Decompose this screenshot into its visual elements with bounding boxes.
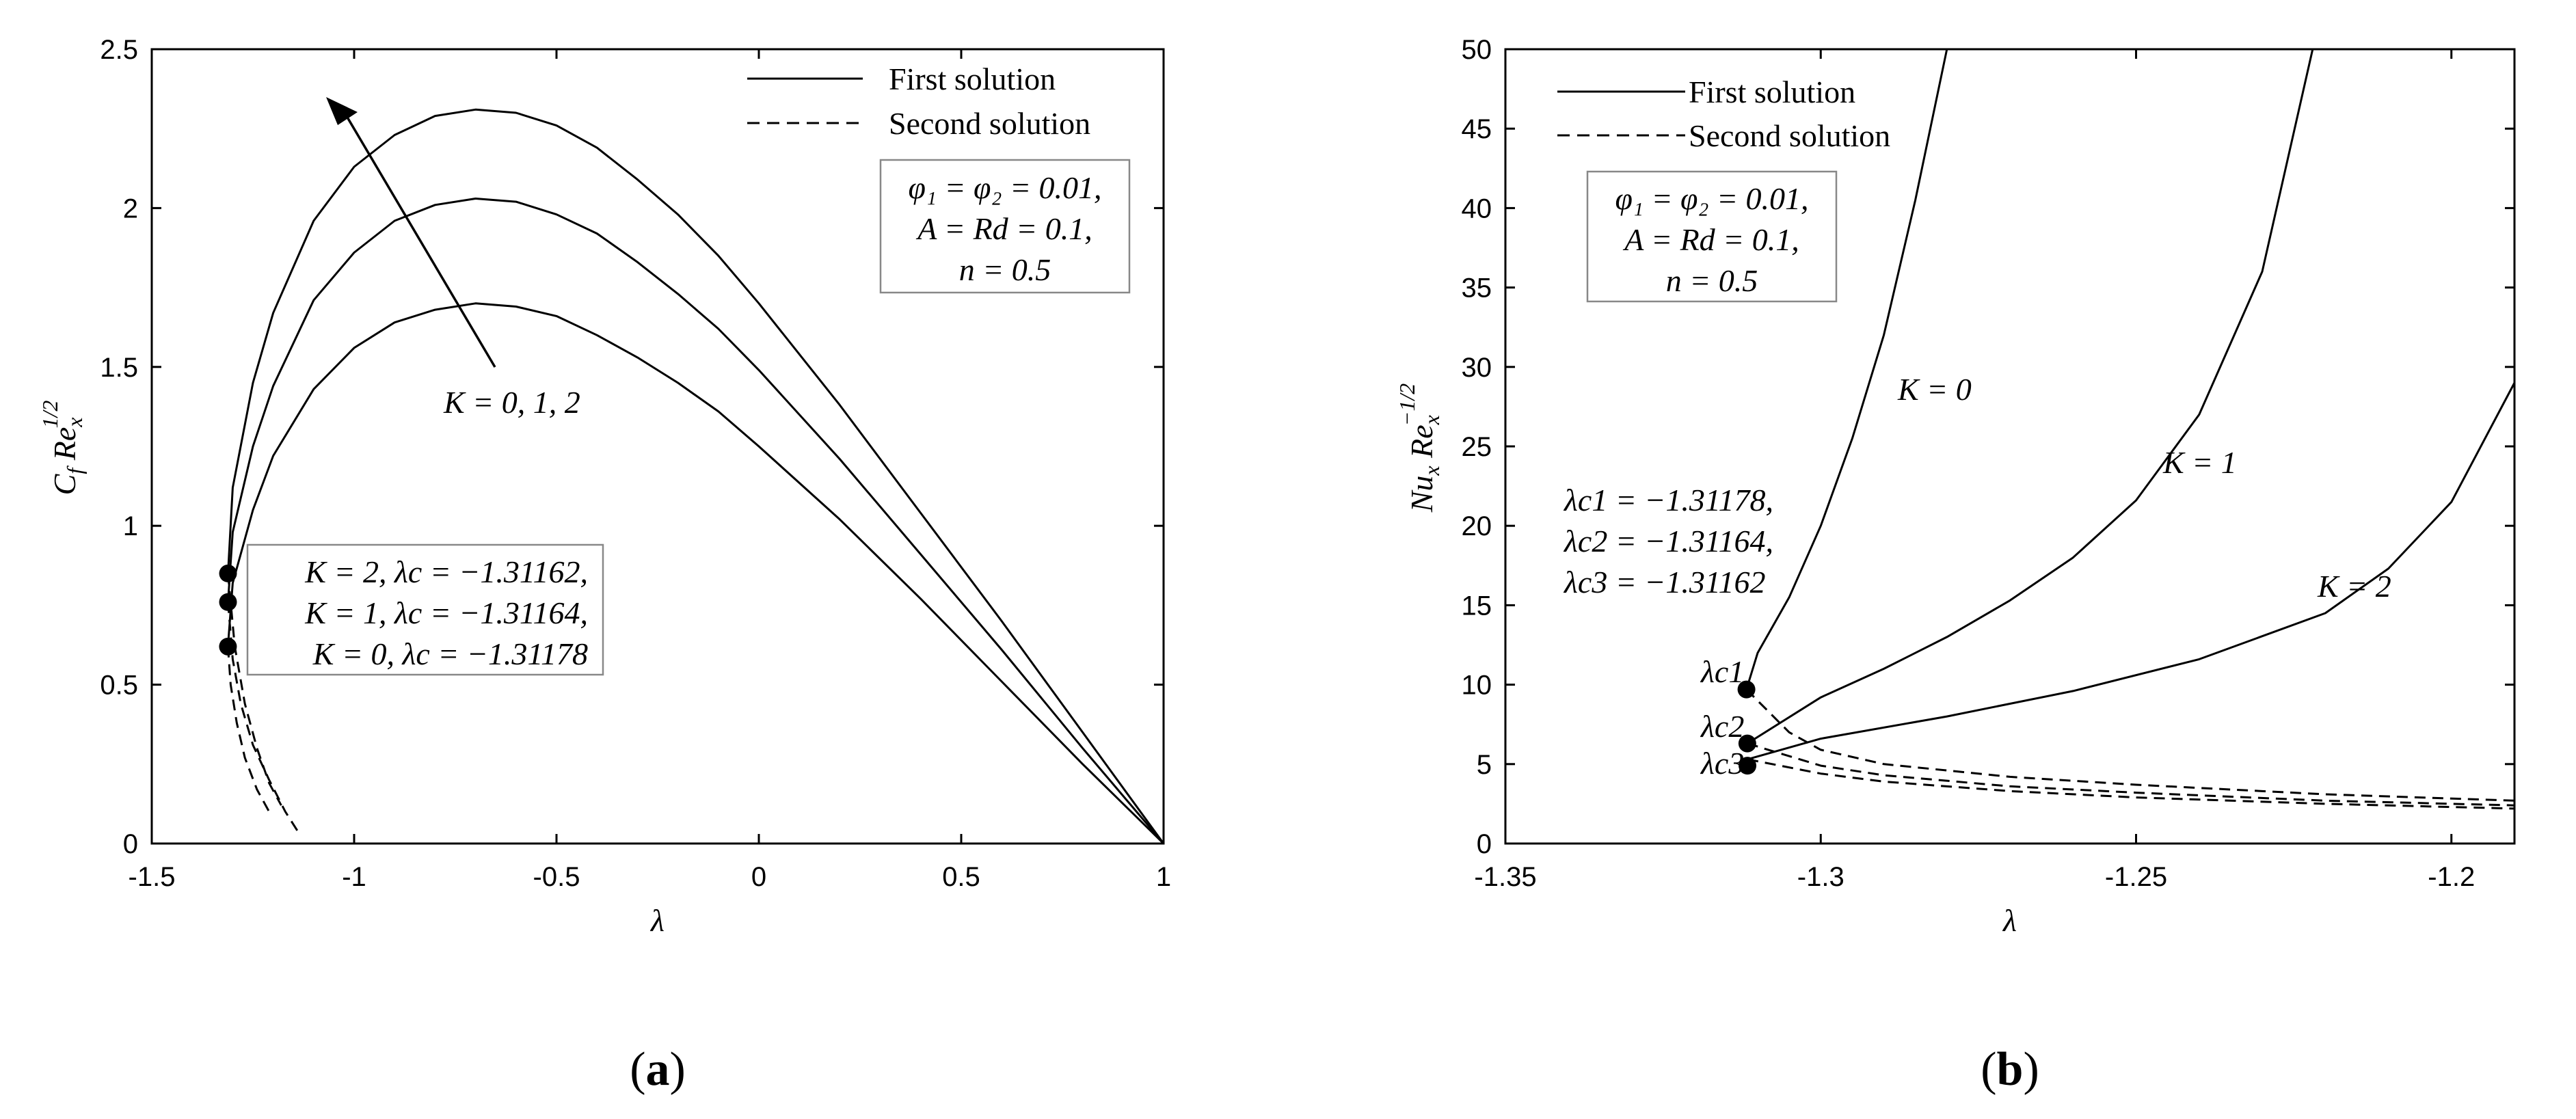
x-tick-label: -0.5	[533, 862, 580, 892]
critical-point-marker	[1739, 757, 1757, 775]
x-axis-label-b: λ	[2002, 903, 2017, 938]
param-box-frame-b	[1586, 170, 1838, 303]
y-tick-label: 0	[123, 829, 138, 859]
critical-point-marker	[1738, 734, 1756, 753]
y-tick-label: 2.5	[100, 35, 138, 65]
markers-b	[1737, 680, 1757, 775]
series-line-k-2-second	[1747, 758, 2514, 810]
series-line-k-2	[1747, 382, 2514, 761]
series-line-k-2-second	[227, 573, 282, 806]
x-tick-label: 0	[751, 862, 766, 892]
y-tick-label: 35	[1462, 273, 1492, 304]
series-line-k-0	[226, 302, 1164, 844]
markers-a	[219, 564, 237, 656]
legend-second-label-b: Second solution	[1689, 118, 1890, 153]
critical-point-marker	[219, 637, 237, 656]
series-line-k-0-second	[226, 646, 271, 813]
y-tick-label: 45	[1462, 114, 1492, 144]
panel-a: -1.5 -1 -0.5 0 0.5 100.511.522.5 Cf Rex1/2 λ …	[38, 35, 1171, 1096]
param-box-b: φ₁ = φ₂ = 0.01, A = Rd = 0.1, n = 0.5	[1586, 170, 1838, 303]
param-box-a: φ₁ = φ₂ = 0.01, A = Rd = 0.1, n = 0.5	[879, 159, 1131, 294]
y-tick-label: 10	[1462, 671, 1492, 701]
series-line-k-1	[1747, 49, 2314, 744]
legend-first-label-a: First solution	[889, 62, 1056, 96]
critical-point-marker	[219, 564, 237, 582]
critical-value-3-b: λc3 = −1.31162	[1563, 565, 1766, 599]
series-group-a	[226, 108, 1164, 844]
series-line-k-2	[227, 108, 1164, 844]
param-line-3-b: n = 0.5	[1666, 263, 1758, 298]
axis-ticks-b: -1.35 -1.3 -1.25 -1.2 0 5 10 15 20 25 30 35 40 45 50	[1462, 35, 2514, 892]
y-tick-label: 50	[1462, 35, 1492, 65]
marker-label-c1-b: λc1	[1700, 654, 1744, 689]
series-line-k-1-second	[227, 602, 299, 832]
critical-values-b: λc1 = −1.31178, λc2 = −1.31164, λc3 = −1…	[1563, 483, 1773, 599]
param-line-1-a: φ₁ = φ₂ = 0.01,	[909, 170, 1102, 205]
series-line-k-1-second	[1747, 742, 2514, 807]
curve-label-k2-b: K = 2	[2317, 569, 2391, 604]
y-tick-label: 1.5	[100, 353, 138, 383]
y-axis-label-a: Cf Rex1/2	[38, 401, 87, 496]
x-tick-label: -1.25	[2105, 862, 2167, 892]
x-tick-label: 1	[1156, 862, 1171, 892]
k-arrow-a: K = 0, 1, 2	[326, 97, 580, 420]
critical-line-2-a: K = 1, λc = −1.31164,	[304, 595, 588, 630]
caption-b: (b)	[1981, 1043, 2039, 1096]
param-line-3-a: n = 0.5	[959, 252, 1051, 287]
series-group-b	[1745, 49, 2514, 810]
plot-frame-b	[1504, 48, 2516, 845]
curve-label-k1-b: K = 1	[2162, 445, 2237, 480]
legend-b: First solution Second solution	[1557, 75, 1890, 153]
critical-line-3-a: K = 0, λc = −1.31178	[312, 636, 588, 671]
y-axis-label-b: Nux Rex−1/2	[1395, 383, 1444, 513]
marker-label-c2-b: λc2	[1700, 709, 1744, 744]
param-line-2-a: A = Rd = 0.1,	[915, 211, 1092, 246]
legend-second-label-a: Second solution	[889, 106, 1090, 141]
k-arrow-label-a: K = 0, 1, 2	[443, 385, 580, 420]
marker-label-c3-b: λc3	[1700, 746, 1744, 781]
x-axis-label-a: λ	[649, 903, 665, 938]
y-tick-label: 25	[1462, 432, 1492, 462]
series-line-k-0	[1745, 49, 1948, 690]
y-tick-label: 20	[1462, 511, 1492, 541]
param-line-1-b: φ₁ = φ₂ = 0.01,	[1615, 181, 1809, 216]
y-tick-label: 40	[1462, 193, 1492, 224]
k-arrow-head-a	[326, 97, 358, 125]
y-tick-label: 5	[1477, 750, 1492, 780]
series-line-k-1	[227, 198, 1164, 844]
y-tick-label: 2	[123, 193, 138, 224]
y-tick-label: 1	[123, 511, 138, 541]
critical-point-marker	[1737, 680, 1756, 699]
curve-label-k0-b: K = 0	[1897, 372, 1972, 407]
y-tick-label: 0	[1477, 829, 1492, 859]
critical-point-marker	[219, 593, 237, 611]
critical-box-a: K = 2, λc = −1.31162, K = 1, λc = −1.311…	[246, 543, 604, 676]
y-tick-label: 30	[1462, 353, 1492, 383]
x-tick-label: -1	[342, 862, 366, 892]
x-tick-label: -1.2	[2428, 862, 2475, 892]
critical-value-2-b: λc2 = −1.31164,	[1563, 524, 1773, 558]
critical-line-1-a: K = 2, λc = −1.31162,	[304, 554, 588, 589]
plot-frame-a	[150, 48, 1165, 845]
legend-first-label-b: First solution	[1689, 75, 1855, 109]
x-tick-label: -1.5	[129, 862, 176, 892]
axis-ticks-a: -1.5 -1 -0.5 0 0.5 1 0 0.5 1 1.5 2 2.5	[100, 35, 1171, 892]
param-box-frame-a	[879, 159, 1131, 294]
panel-b: -1.35 -1.3 -1.25 -1.2 0 5 10 15 20 25 30 35 40 45 50 N…	[1395, 35, 2516, 1096]
critical-value-1-b: λc1 = −1.31178,	[1563, 483, 1773, 517]
param-line-2-b: A = Rd = 0.1,	[1622, 222, 1799, 257]
x-tick-label: -1.3	[1797, 862, 1844, 892]
y-tick-label: 0.5	[100, 671, 138, 701]
x-tick-label: -1.35	[1474, 862, 1536, 892]
y-tick-label: 15	[1462, 591, 1492, 621]
k-arrow-shaft-a	[340, 107, 496, 368]
critical-box-frame-a	[246, 543, 604, 676]
series-line-k-0-second	[1745, 688, 2514, 802]
legend-a: First solution Second solution	[747, 62, 1090, 141]
x-tick-label: 0.5	[942, 862, 980, 892]
caption-a: (a)	[630, 1043, 686, 1096]
